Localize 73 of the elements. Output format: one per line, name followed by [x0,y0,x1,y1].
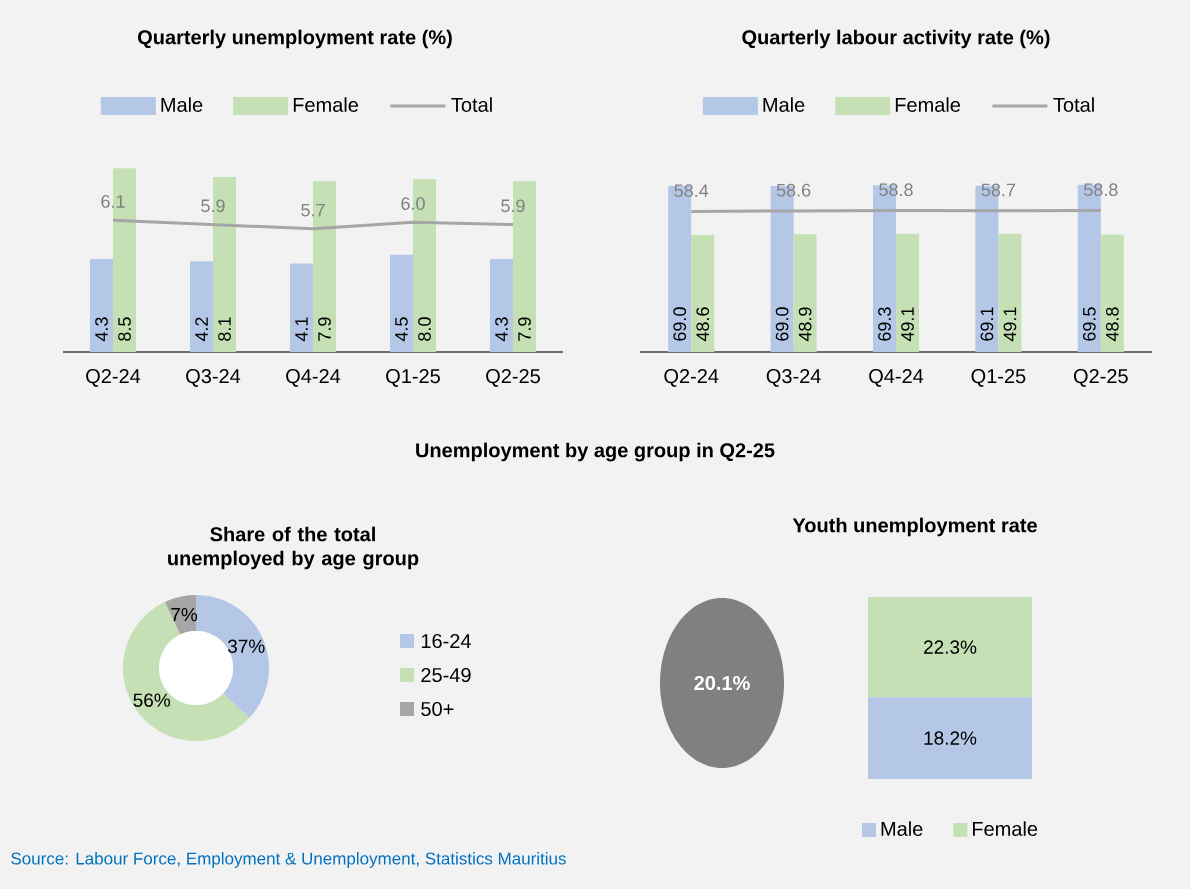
legend-label: 50+ [421,701,454,717]
data-label: 69.0 [673,307,687,341]
data-label: 4.1 [295,317,308,342]
bar [389,254,413,352]
data-label: 4.3 [95,317,108,342]
x-tick-label: Q2-25 [486,369,540,387]
data-label: 69.5 [1082,307,1096,341]
data-label: 7.9 [518,317,531,341]
data-label: 7% [171,607,198,622]
x-tick-label: Q4-24 [286,369,341,387]
x-tick-label: Q1-25 [971,369,1026,387]
data-label: 4.3 [495,317,508,342]
data-label: 5.9 [501,199,525,213]
legend-label: Male [763,97,805,112]
x-tick-label: Q2-24 [86,369,141,387]
bar [793,234,817,352]
data-label: 8.0 [418,317,431,341]
data-label: 69.0 [775,307,789,341]
data-label: 8.5 [118,317,131,341]
data-label: 48.8 [1105,307,1119,342]
legend-label: 25-49 [421,667,471,683]
data-label: 4.5 [395,317,408,342]
x-tick-label: Q2-24 [664,369,719,387]
bar [190,261,213,352]
source-note: Source: Labour Force, Employment & Unemployment, Statistics Mauritius [11,852,566,868]
data-label: 69.3 [878,307,891,341]
x-tick-label: Q3-24 [766,369,821,387]
chart-title: Quarterly labour activity rate (%) [742,29,1050,49]
chart-title: Share of the total unemployed by age group [168,526,419,570]
legend-label: 16-24 [421,633,471,649]
data-label: 48.9 [798,307,812,342]
x-tick-label: Q1-25 [386,369,440,387]
data-label: 5.7 [301,203,325,217]
data-label: 5.9 [201,199,225,213]
text: Unemployment by age group in Q2-25 [416,442,775,462]
data-label: 8.1 [218,317,231,341]
bar [290,263,313,352]
data-label: 58.6 [776,183,811,197]
data-label: 4.2 [195,317,208,342]
data-label: 22.3% [924,640,977,654]
data-label: 56% [133,693,171,707]
legend-label: Female [973,821,1038,836]
data-label: 48.6 [696,307,710,342]
legend-label: Female [293,97,359,112]
data-label: 49.1 [901,307,914,342]
bar [90,259,113,352]
data-label: 69.1 [980,307,994,341]
data-label: 58.8 [879,183,913,197]
data-label: 20.1% [694,675,750,691]
bar [998,233,1022,352]
data-label: 18.2% [924,731,977,745]
legend-label: Male [881,821,923,836]
x-tick-label: Q2-25 [1073,369,1128,387]
bar [691,235,715,352]
chart-title: Youth unemployment rate [792,517,1037,537]
legend-label: Female [895,97,961,112]
data-label: 6.0 [401,197,425,210]
legend-label: Total [451,97,492,112]
bar [489,259,513,352]
data-label: 58.8 [1084,183,1118,197]
data-label: 37% [227,639,265,653]
legend-label: Male [161,97,203,112]
data-label: 7.9 [318,317,331,341]
data-label: 49.1 [1003,307,1017,342]
x-tick-label: Q3-24 [186,369,241,387]
data-label: 58.4 [674,184,709,198]
legend-label: Total [1053,97,1094,112]
data-label: 6.1 [101,195,125,208]
bar [896,233,920,352]
chart-title: Quarterly unemployment rate (%) [137,29,452,49]
x-tick-label: Q4-24 [869,369,924,387]
data-label: 58.7 [981,183,1016,197]
bar [1100,234,1124,352]
